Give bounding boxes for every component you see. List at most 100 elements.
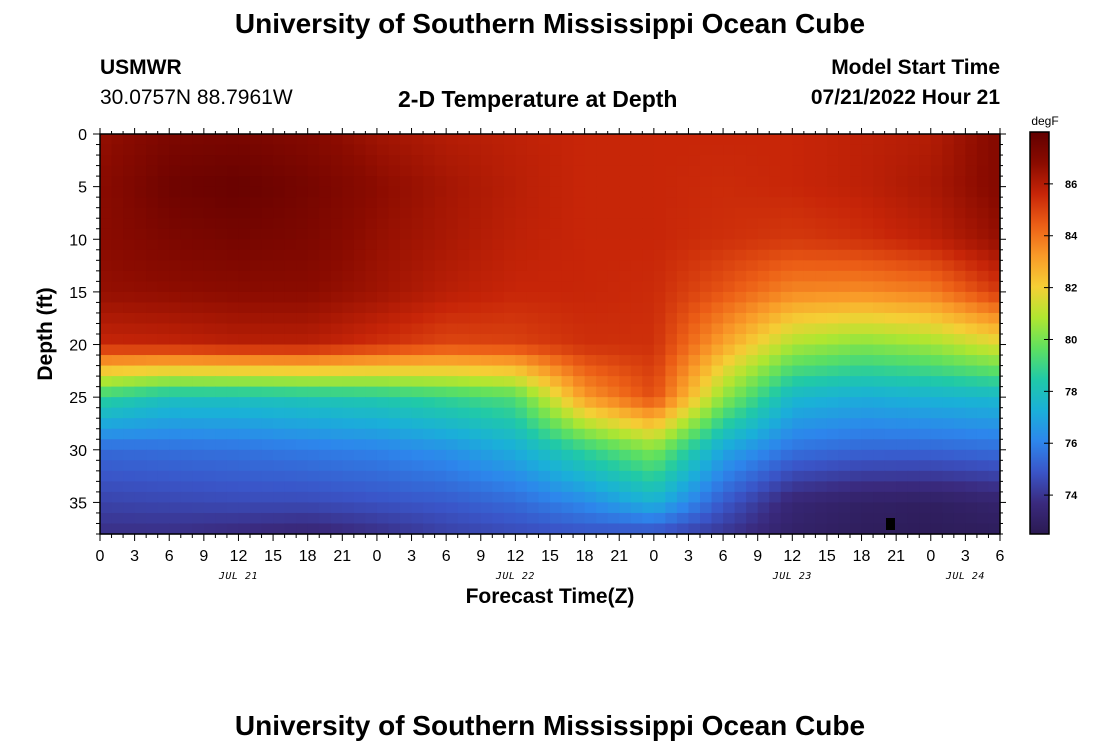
heatmap-cell bbox=[100, 439, 113, 451]
x-tick-label: 0 bbox=[372, 548, 381, 565]
heatmap-cell bbox=[653, 512, 666, 525]
heatmap-cell bbox=[873, 270, 886, 282]
heatmap-cell bbox=[665, 291, 678, 304]
heatmap-cell bbox=[584, 428, 597, 440]
heatmap-cell bbox=[434, 449, 447, 461]
heatmap-cell bbox=[630, 386, 643, 398]
heatmap-cell bbox=[896, 218, 909, 230]
heatmap-cell bbox=[907, 460, 920, 472]
heatmap-cell bbox=[180, 218, 193, 230]
heatmap-cell bbox=[896, 249, 909, 261]
heatmap-cell bbox=[850, 376, 863, 388]
heatmap-cell bbox=[573, 460, 586, 472]
heatmap-cell bbox=[596, 260, 609, 272]
heatmap-cell bbox=[965, 144, 978, 156]
heatmap-cell bbox=[653, 270, 666, 282]
x-tick-label: 0 bbox=[96, 548, 105, 565]
heatmap-cell bbox=[734, 470, 747, 482]
heatmap-cell bbox=[619, 207, 632, 219]
heatmap-cell bbox=[711, 407, 724, 419]
heatmap-cell bbox=[111, 418, 124, 430]
heatmap-cell bbox=[630, 460, 643, 472]
heatmap-cell bbox=[134, 228, 147, 240]
heatmap-cell bbox=[838, 207, 851, 219]
heatmap-cell bbox=[734, 365, 747, 377]
heatmap-cell bbox=[192, 460, 205, 472]
heatmap-cell bbox=[492, 407, 505, 419]
heatmap-cell bbox=[261, 155, 274, 167]
heatmap-cell bbox=[215, 365, 228, 377]
colorbar-tick-label: 78 bbox=[1065, 386, 1077, 398]
heatmap-cell bbox=[434, 397, 447, 409]
heatmap-cell bbox=[261, 218, 274, 230]
heatmap-cell bbox=[665, 197, 678, 209]
heatmap-cell bbox=[342, 460, 355, 472]
heatmap-cell bbox=[238, 270, 251, 282]
heatmap-cell bbox=[492, 449, 505, 461]
heatmap-cell bbox=[711, 502, 724, 514]
heatmap-cell bbox=[215, 376, 228, 388]
heatmap-cell bbox=[342, 449, 355, 461]
heatmap-cell bbox=[411, 386, 424, 398]
heatmap-cell bbox=[746, 376, 759, 388]
heatmap-cell bbox=[676, 207, 690, 219]
heatmap-cell bbox=[642, 386, 655, 398]
footer-title: University of Southern Mississippi Ocean… bbox=[234, 710, 866, 741]
heatmap-cell bbox=[192, 207, 205, 219]
heatmap-cell bbox=[630, 523, 643, 535]
heatmap-cell bbox=[953, 460, 966, 472]
heatmap-cell bbox=[203, 302, 216, 314]
heatmap-cell bbox=[907, 291, 920, 304]
model-start-value: 07/21/2022 Hour 21 bbox=[810, 86, 1000, 109]
heatmap-cell bbox=[826, 281, 840, 293]
colorbar-tick-label: 76 bbox=[1065, 438, 1077, 450]
heatmap-cell bbox=[388, 249, 401, 261]
heatmap-cell bbox=[180, 165, 193, 177]
heatmap-cell bbox=[688, 418, 701, 430]
heatmap-cell bbox=[873, 239, 886, 251]
heatmap-cell bbox=[100, 155, 113, 167]
heatmap-cell bbox=[907, 334, 920, 346]
heatmap-cell bbox=[653, 386, 666, 398]
heatmap-cell bbox=[884, 470, 897, 482]
heatmap-cell bbox=[192, 523, 205, 535]
heatmap-cell bbox=[457, 218, 470, 230]
heatmap-cell bbox=[838, 439, 851, 451]
heatmap-cell bbox=[376, 144, 390, 156]
date-label: JUL 24 bbox=[945, 571, 985, 582]
heatmap-cell bbox=[907, 376, 920, 388]
heatmap-cell bbox=[850, 249, 863, 261]
heatmap-cell bbox=[688, 228, 701, 240]
heatmap-cell bbox=[365, 239, 378, 251]
heatmap-cell bbox=[169, 144, 182, 156]
heatmap-cell bbox=[550, 218, 563, 230]
heatmap-cell bbox=[330, 407, 343, 419]
heatmap-cell bbox=[584, 386, 597, 398]
heatmap-cell bbox=[792, 186, 805, 198]
heatmap-cell bbox=[942, 523, 955, 535]
heatmap-cell bbox=[930, 197, 943, 209]
heatmap-cell bbox=[261, 239, 274, 251]
heatmap-cell bbox=[653, 134, 666, 146]
heatmap-cell bbox=[284, 365, 297, 377]
heatmap-cell bbox=[319, 176, 332, 188]
heatmap-cell bbox=[665, 460, 678, 472]
heatmap-cell bbox=[630, 207, 643, 219]
heatmap-cell bbox=[284, 439, 297, 451]
heatmap-cell bbox=[146, 218, 159, 230]
heatmap-cell bbox=[942, 249, 955, 261]
heatmap-cell bbox=[584, 134, 597, 146]
heatmap-cell bbox=[930, 281, 943, 293]
heatmap-cell bbox=[250, 144, 263, 156]
heatmap-cell bbox=[538, 197, 551, 209]
heatmap-cell bbox=[388, 186, 401, 198]
heatmap-cell bbox=[157, 481, 170, 493]
heatmap-cell bbox=[273, 449, 286, 461]
heatmap-cell bbox=[700, 281, 713, 293]
heatmap-cell bbox=[734, 449, 747, 461]
heatmap-cell bbox=[988, 407, 1001, 419]
heatmap-cell bbox=[192, 260, 205, 272]
heatmap-cell bbox=[884, 176, 897, 188]
heatmap-cell bbox=[607, 249, 620, 261]
heatmap-cell bbox=[550, 186, 563, 198]
